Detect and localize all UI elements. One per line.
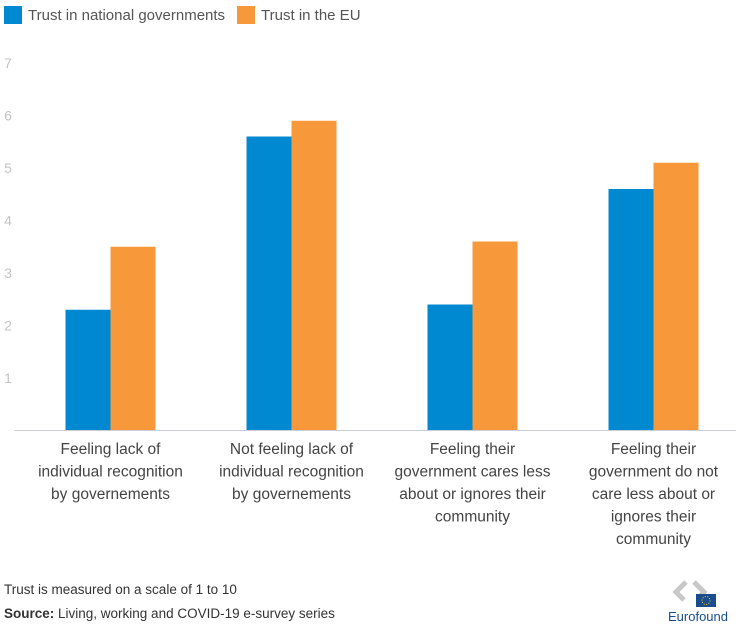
legend-item-national[interactable]: Trust in national governments: [4, 6, 225, 24]
x-tick-label: individual recognition: [219, 464, 364, 481]
x-tick-label: Feeling their: [430, 441, 515, 458]
x-tick-label: by governements: [51, 486, 170, 503]
bar-national: [427, 304, 473, 431]
bar-national: [608, 189, 654, 431]
x-tick-label: government cares less: [395, 464, 551, 481]
bar-national: [65, 309, 111, 431]
x-tick-label: community: [616, 531, 691, 548]
y-tick-label: 7: [4, 55, 12, 71]
y-tick-label: 2: [4, 318, 12, 334]
x-tick-label: by governements: [232, 486, 351, 503]
source-text: Living, working and COVID-19 e-survey se…: [54, 606, 335, 621]
x-tick-label: Feeling lack of: [61, 441, 162, 458]
x-tick-label: individual recognition: [38, 464, 183, 481]
x-tick-label: care less about or: [592, 486, 715, 503]
x-tick-label: Feeling their: [611, 441, 696, 458]
legend-item-eu[interactable]: Trust in the EU: [237, 6, 361, 24]
legend-swatch-national: [4, 6, 22, 24]
source-label: Source:: [4, 606, 55, 621]
logo-icon: [672, 580, 716, 607]
bar-eu: [110, 246, 156, 431]
x-tick-label: ignores their: [611, 509, 696, 526]
bar-national: [246, 136, 292, 431]
y-tick-label: 6: [4, 108, 12, 124]
legend: Trust in national governments Trust in t…: [4, 6, 361, 24]
y-tick-label: 4: [4, 213, 12, 229]
bar-eu: [472, 241, 518, 431]
legend-label-national: Trust in national governments: [28, 6, 226, 24]
logo-text: Eurofound: [668, 609, 728, 624]
eurofound-logo: Eurofound: [658, 578, 728, 626]
x-tick-label: government do not: [589, 464, 719, 481]
scale-note: Trust is measured on a scale of 1 to 10: [4, 582, 237, 597]
x-tick-label: about or ignores their: [399, 486, 545, 503]
legend-label-eu: Trust in the EU: [261, 6, 361, 24]
y-tick-label: 5: [4, 160, 12, 176]
bar-eu: [653, 162, 699, 431]
x-tick-label: Not feeling lack of: [230, 441, 354, 458]
x-tick-label: community: [435, 509, 510, 526]
legend-swatch-eu: [237, 6, 256, 24]
source-line: Source: Living, working and COVID-19 e-s…: [4, 606, 335, 621]
bar-eu: [291, 120, 337, 431]
bar-chart: 1 2 3 4 5 6 7 Feeling lack of individual recogni…: [4, 55, 736, 548]
y-tick-label: 3: [4, 265, 12, 281]
y-tick-label: 1: [4, 370, 12, 386]
